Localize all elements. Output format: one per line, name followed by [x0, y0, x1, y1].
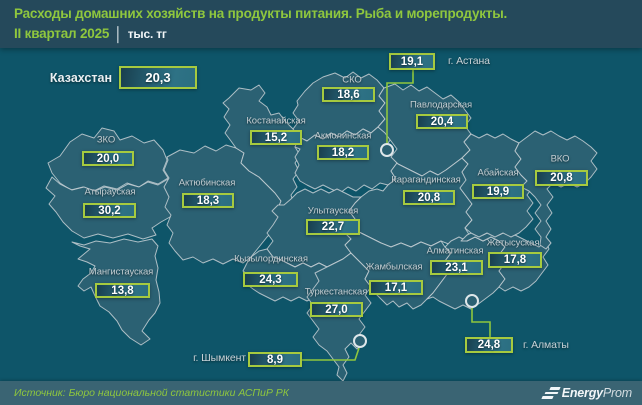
region-value-badge-abay: 19,9 — [472, 184, 524, 199]
period-label: II квартал 2025 — [14, 26, 110, 41]
energyprom-stripes-icon — [541, 387, 561, 399]
region-value-badge-pavlodar: 20,4 — [416, 114, 468, 129]
page-title: Расходы домашних хозяйств на продукты пи… — [14, 6, 508, 21]
region-label-karaganda: Карагандинская — [391, 174, 461, 186]
region-label-pavlodar: Павлодарская — [409, 99, 473, 111]
region-value-badge-atyrau: 30,2 — [83, 203, 136, 218]
region-value-badge-vko: 20,8 — [535, 170, 588, 186]
region-value-badge-sko: 18,6 — [322, 87, 375, 102]
page-subtitle: II квартал 2025 │ тыс. тг — [14, 25, 167, 42]
region-label-vko: ВКО — [550, 153, 570, 165]
region-value-badge-zhambyl: 17,1 — [369, 280, 423, 295]
region-label-shymkent: г. Шымкент — [193, 352, 246, 364]
region-value-badge-astana: 19,1 — [389, 53, 435, 70]
astana-city-marker — [380, 143, 394, 157]
region-label-mangystau: Мангистауская — [88, 266, 154, 278]
shymkent-city-marker — [353, 334, 367, 348]
region-value-badge-karaganda: 20,8 — [403, 190, 455, 205]
region-label-zhetysu: Жетысуская — [486, 237, 540, 249]
region-label-almaty_region: Алматинская — [426, 245, 484, 257]
region-value-badge-zhetysu: 17,8 — [488, 252, 542, 268]
astana-callout-line — [386, 70, 414, 144]
brand-name-light: Prom — [602, 386, 632, 400]
region-label-aktobe: Актюбинская — [178, 177, 236, 189]
region-label-almaty_city: г. Алматы — [523, 339, 569, 351]
region-value-badge-turkestan: 27,0 — [310, 302, 363, 317]
almaty-callout-line — [471, 308, 491, 337]
region-value-badge-akmola: 18,2 — [317, 145, 369, 160]
region-value-badge-shymkent: 8,9 — [248, 352, 302, 367]
region-value-badge-ulytau: 22,7 — [306, 219, 360, 235]
region-value-badge-aktobe: 18,3 — [182, 193, 234, 208]
region-value-badge-almaty_region: 23,1 — [430, 260, 483, 275]
region-value-badge-mangystau: 13,8 — [95, 283, 150, 298]
region-label-kyzylorda: Кызылординская — [234, 253, 308, 265]
region-value-badge-kostanay: 15,2 — [250, 130, 302, 145]
region-label-astana: г. Астана — [448, 55, 490, 67]
region-value-badge-kyzylorda: 24,3 — [243, 272, 298, 287]
region-shape-vko — [514, 130, 598, 250]
source-attribution: Источник: Бюро национальной статистики А… — [14, 387, 289, 399]
national-label: Казахстан — [49, 71, 112, 85]
region-label-abay: Абайская — [477, 167, 519, 179]
region-label-akmola: Акмолинская — [314, 130, 372, 142]
header-band: Расходы домашних хозяйств на продукты пи… — [0, 0, 642, 48]
brand-name: EnergyProm — [562, 386, 632, 400]
region-label-atyrau: Атырауская — [84, 186, 136, 198]
footer-band: Источник: Бюро национальной статистики А… — [0, 381, 642, 405]
region-value-badge-zko: 20,0 — [82, 151, 134, 166]
brand-name-bold: Energy — [561, 386, 603, 400]
brand-logo: EnergyProm — [541, 386, 632, 400]
region-value-badge-almaty_city: 24,8 — [465, 337, 513, 353]
unit-label: тыс. тг — [127, 27, 167, 41]
region-label-kostanay: Костанайская — [246, 115, 306, 127]
region-label-sko: СКО — [342, 74, 362, 86]
region-label-turkestan: Туркестанская — [304, 286, 368, 298]
region-label-zhambyl: Жамбылская — [365, 261, 423, 273]
region-label-zko: ЗКО — [96, 134, 116, 146]
shymkent-callout-line — [302, 347, 360, 361]
region-label-ulytau: Улытауская — [307, 205, 359, 217]
title-divider: │ — [114, 26, 123, 42]
almaty-city-marker — [465, 294, 479, 308]
national-value-badge: 20,3 — [119, 66, 197, 89]
